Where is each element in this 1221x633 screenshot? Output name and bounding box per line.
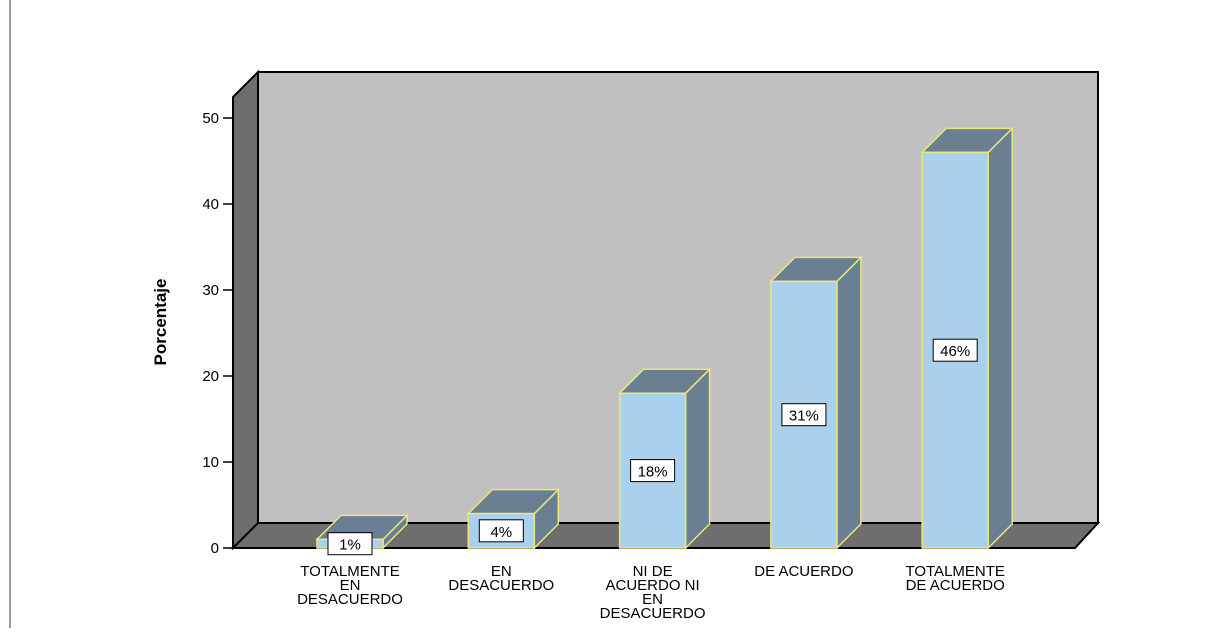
value-label: 1% [339,537,361,554]
y-tick-label: 50 [202,110,219,127]
value-label-box [327,532,373,556]
y-tick-label: 30 [202,282,219,299]
value-label-box [932,338,978,362]
bar-side [836,255,862,550]
value-label: 46% [940,343,970,360]
value-label: 4% [490,524,512,541]
value-label: 18% [638,464,668,481]
bar-side [684,367,711,550]
value-label-box [781,403,827,427]
x-tick-label: NI DE ACUERDO NI EN DESACUERDO [600,563,706,622]
value-label-box [630,459,676,483]
x-tick-label: TOTALMENTE EN DESACUERDO [297,563,403,608]
y-tick-label: 0 [211,540,219,557]
value-label-box [478,519,524,543]
y-tick-label: 10 [202,454,219,471]
y-axis-label: Porcentaje [151,279,170,366]
side-wall [232,69,259,551]
x-tick-label: TOTALMENTE DE ACUERDO [905,563,1004,594]
x-tick-label: DE ACUERDO [754,563,853,580]
y-tick-label: 40 [202,196,219,213]
value-label: 31% [789,408,819,425]
bar-side [987,126,1013,550]
x-tick-label: EN DESACUERDO [448,563,554,594]
y-tick-label: 20 [202,368,219,385]
